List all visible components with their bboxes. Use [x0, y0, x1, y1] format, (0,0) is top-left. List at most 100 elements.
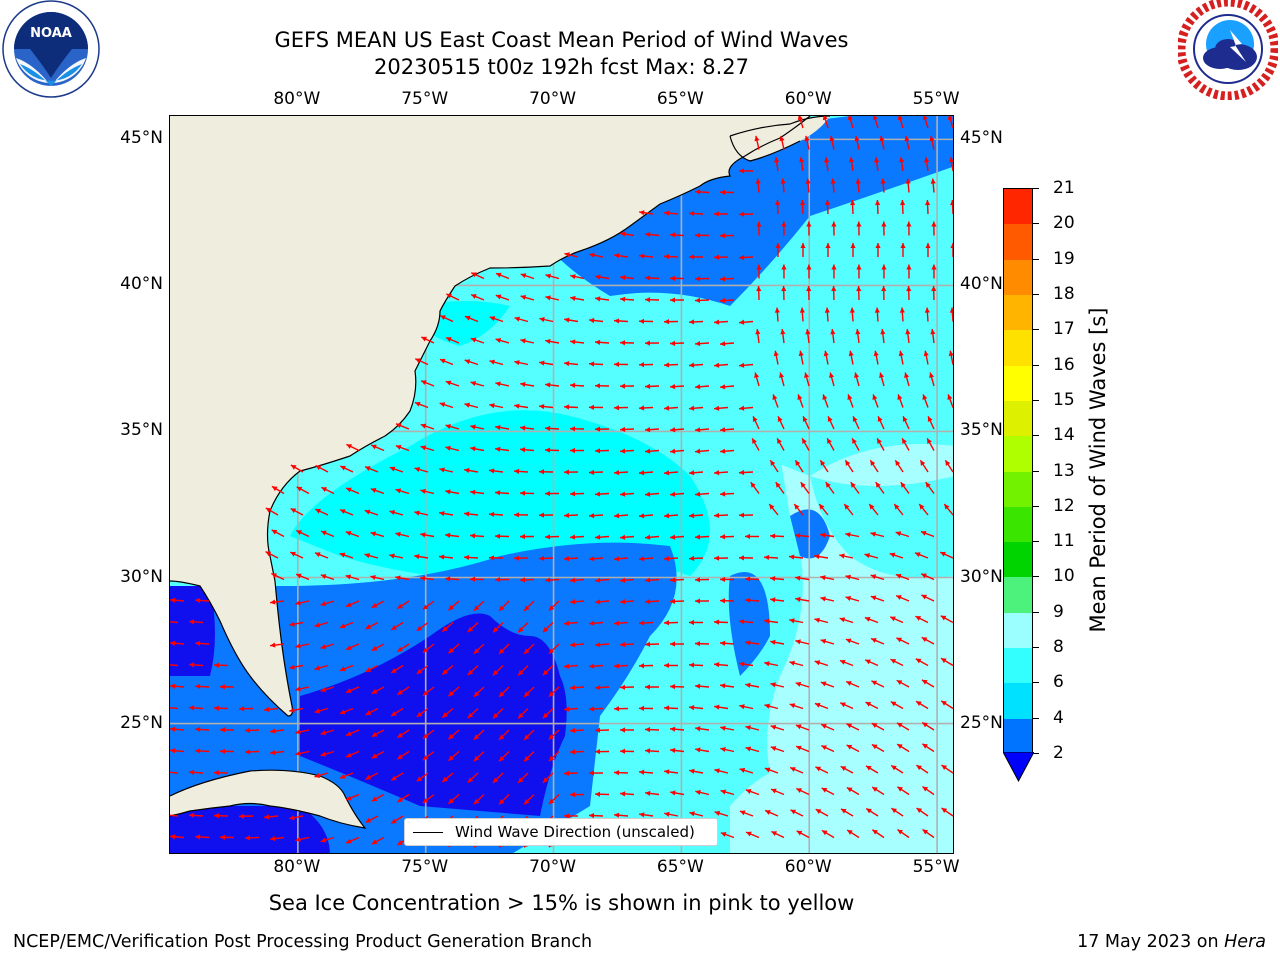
wave-arrow [619, 448, 635, 454]
wave-arrow [775, 199, 781, 215]
wave-arrow [818, 503, 829, 516]
wave-arrow [764, 703, 779, 710]
wave-arrow [879, 372, 885, 387]
wave-arrow [776, 437, 785, 451]
wave-arrow [644, 684, 660, 690]
wave-arrow [314, 664, 329, 671]
wave-arrow [663, 210, 679, 216]
wave-arrow [738, 211, 754, 217]
wave-arrow [669, 641, 685, 647]
wave-arrow [219, 834, 235, 840]
wave-arrow [445, 532, 460, 538]
wave-arrow [594, 339, 610, 345]
wave-arrow [720, 789, 735, 796]
wave-arrow [514, 360, 529, 366]
wave-arrow [445, 489, 460, 495]
wave-arrow [371, 750, 385, 759]
wave-arrow [523, 643, 535, 655]
wave-arrow [473, 686, 485, 698]
wave-arrow [570, 339, 585, 345]
wave-arrow [473, 729, 485, 741]
wave-arrow [395, 531, 410, 538]
wave-arrow [781, 221, 787, 236]
wave-arrow [948, 350, 953, 365]
wave-arrow [589, 317, 604, 324]
wave-arrow [569, 534, 585, 540]
wave-arrow [795, 724, 810, 731]
wave-arrow [445, 445, 460, 452]
wave-arrow [188, 812, 204, 818]
wave-arrow [764, 809, 779, 817]
wave-arrow [520, 273, 535, 280]
wave-arrow [473, 793, 485, 805]
wave-arrow [845, 595, 860, 602]
wave-arrow [639, 210, 654, 216]
wave-arrow [589, 252, 604, 258]
wave-arrow [920, 530, 935, 538]
wave-arrow [495, 272, 510, 280]
y-tick-label-right: 25°N [960, 712, 1003, 733]
wave-arrow [770, 746, 785, 753]
map-title: GEFS MEAN US East Coast Mean Period of W… [274, 28, 849, 52]
wave-arrow [420, 488, 435, 495]
wave-arrow [864, 616, 879, 624]
wave-arrow [638, 769, 654, 775]
wave-arrow [745, 789, 760, 796]
coastline [170, 116, 811, 717]
wave-arrow [290, 464, 304, 473]
wave-arrow [898, 350, 904, 365]
wave-arrow [756, 285, 762, 301]
wave-arrow [839, 553, 854, 559]
north-america-land [170, 116, 810, 716]
wave-arrow [414, 510, 429, 516]
wave-arrow [644, 427, 660, 433]
wave-arrow [922, 786, 935, 796]
wave-arrow [918, 503, 929, 516]
wave-arrow [770, 724, 785, 731]
wave-arrow [523, 686, 535, 698]
colorbar-tick-label: 13 [1053, 460, 1075, 481]
wave-arrow [542, 772, 554, 784]
wave-arrow [588, 620, 604, 626]
wave-arrow [779, 372, 785, 387]
y-tick-label-left: 45°N [120, 128, 163, 149]
wave-arrow [365, 621, 379, 630]
wave-arrow [470, 424, 485, 430]
wave-arrow [638, 405, 654, 411]
wave-arrow [850, 242, 856, 258]
wave-arrow [569, 577, 585, 583]
wave-arrow [881, 264, 887, 279]
wave-arrow [870, 531, 885, 538]
colorbar-tick-label: 21 [1053, 178, 1075, 198]
wave-arrow [188, 662, 204, 668]
y-tick-label-right: 30°N [960, 566, 1003, 587]
wave-arrow [694, 491, 710, 497]
wave-arrow [856, 285, 862, 301]
wave-arrow [519, 490, 535, 496]
wave-arrow [849, 157, 855, 172]
wave-arrow [815, 766, 829, 774]
colorbar-segment [1004, 365, 1032, 401]
wave-arrow [270, 642, 285, 648]
colorbar [1003, 188, 1033, 754]
wave-arrow [896, 637, 910, 645]
wave-arrow [831, 221, 837, 236]
wave-arrow [806, 264, 812, 279]
wave-arrow [644, 491, 660, 497]
wave-arrow [345, 600, 360, 608]
footer-date: 17 May 2023 on Hera [1077, 932, 1266, 952]
wave-arrow [345, 729, 360, 737]
colorbar-segment [1004, 718, 1032, 754]
wave-arrow [464, 511, 479, 517]
wave-arrow [644, 448, 660, 454]
wave-arrow [271, 529, 285, 538]
wave-arrow [613, 706, 629, 712]
wave-arrow [645, 231, 660, 238]
wave-arrow [669, 534, 685, 540]
wave-arrow [370, 487, 385, 495]
wave-arrow [920, 573, 935, 581]
wave-arrow [896, 679, 910, 688]
wave-arrow [915, 764, 929, 774]
y-tick-label-left: 30°N [120, 566, 163, 587]
colorbar-segment [1004, 612, 1032, 649]
